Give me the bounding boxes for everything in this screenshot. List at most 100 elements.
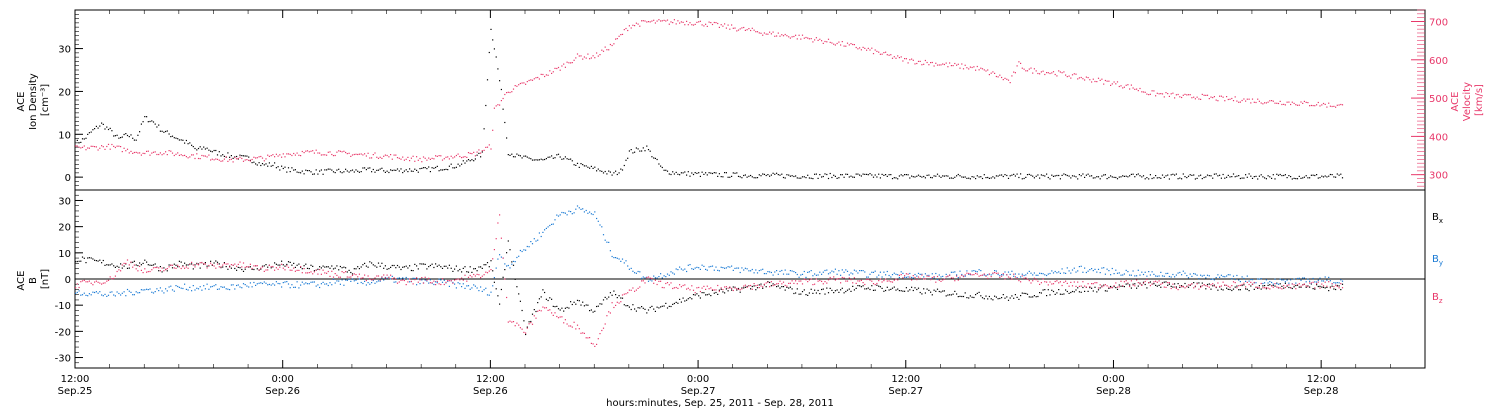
bx-point: [793, 292, 795, 295]
by-point: [346, 279, 348, 281]
density-point: [1129, 175, 1131, 177]
velocity-point: [384, 154, 386, 156]
by-point: [942, 275, 944, 277]
density-point: [1288, 175, 1290, 177]
by-point: [1328, 276, 1330, 278]
by-point: [711, 265, 714, 267]
velocity-point: [879, 53, 881, 55]
bx-point: [557, 308, 560, 310]
bx-point: [1033, 295, 1035, 297]
bx-point: [395, 267, 397, 269]
density-point: [1300, 177, 1302, 179]
velocity-point: [1191, 97, 1193, 99]
density-point: [649, 150, 651, 152]
by-point: [1274, 278, 1276, 280]
density-point: [1097, 176, 1100, 178]
by-point: [580, 208, 582, 210]
bz-point: [677, 287, 679, 289]
density-point: [843, 176, 845, 178]
bx-point: [531, 313, 534, 315]
bx-point: [680, 301, 682, 303]
bx-point: [351, 273, 354, 275]
by-point: [810, 270, 812, 272]
density-point: [741, 177, 743, 179]
bx-point: [118, 266, 120, 268]
by-point: [123, 291, 125, 293]
bx-point: [810, 288, 812, 290]
by-point: [1298, 277, 1300, 279]
by-point: [495, 267, 497, 269]
bx-point: [907, 290, 909, 292]
density-point: [1291, 178, 1293, 180]
density-point: [869, 173, 871, 175]
bz-point: [329, 275, 331, 277]
bz-point: [604, 323, 606, 325]
bx-point: [755, 289, 757, 291]
bz-point: [83, 279, 85, 281]
density-point: [448, 165, 450, 167]
bz-point: [874, 284, 876, 286]
bz-point: [656, 283, 658, 286]
velocity-point: [857, 48, 859, 50]
velocity-point: [1231, 97, 1233, 100]
bz-point: [710, 287, 712, 289]
bx-point: [528, 321, 530, 323]
by-point: [512, 260, 515, 262]
velocity-point: [1208, 98, 1210, 100]
by-point: [191, 290, 193, 292]
bx-point: [855, 287, 857, 289]
by-point: [94, 291, 96, 294]
bx-point: [521, 309, 523, 312]
bz-point: [293, 267, 295, 269]
by-point: [1224, 276, 1226, 278]
velocity-point: [940, 64, 942, 66]
bz-point: [403, 279, 405, 282]
bx-point: [1020, 295, 1022, 297]
velocity-point: [746, 29, 748, 31]
bx-point: [954, 290, 956, 292]
by-point: [935, 272, 937, 275]
by-point: [521, 250, 523, 253]
by-point: [1243, 277, 1245, 280]
by-point: [457, 282, 459, 284]
by-point: [582, 208, 584, 210]
by-point: [760, 269, 762, 271]
bx-point: [911, 286, 913, 288]
density-point: [322, 173, 324, 175]
bx-point: [1096, 291, 1098, 293]
density-point: [1046, 173, 1048, 175]
bx-point: [940, 291, 942, 293]
density-point: [968, 177, 970, 179]
bz-point: [326, 272, 328, 274]
bz-point: [597, 338, 599, 340]
bz-point: [369, 278, 371, 280]
bx-point: [743, 287, 745, 289]
velocity-point: [782, 35, 785, 37]
bx-point: [341, 267, 343, 269]
bz-point: [1042, 278, 1044, 280]
bz-point: [147, 271, 149, 273]
velocity-point: [568, 62, 570, 64]
density-point: [992, 176, 994, 178]
density-point: [956, 175, 958, 177]
density-point: [343, 171, 345, 173]
bz-point: [1300, 285, 1302, 287]
bz-point: [698, 286, 700, 289]
velocity-tick-label: 300: [1429, 171, 1448, 182]
density-point: [95, 125, 97, 127]
density-point: [753, 177, 755, 179]
bx-point: [750, 288, 752, 290]
by-point: [161, 290, 163, 292]
density-point: [1058, 174, 1060, 177]
density-point: [206, 147, 208, 149]
bz-point: [625, 293, 627, 295]
by-point: [1341, 280, 1344, 282]
density-point: [1179, 177, 1181, 179]
velocity-point: [320, 154, 322, 156]
density-point: [680, 172, 682, 174]
bz-point: [495, 238, 497, 240]
bx-point: [1044, 289, 1046, 291]
by-point: [1001, 274, 1003, 276]
density-point: [945, 175, 947, 177]
bx-point: [898, 290, 900, 292]
